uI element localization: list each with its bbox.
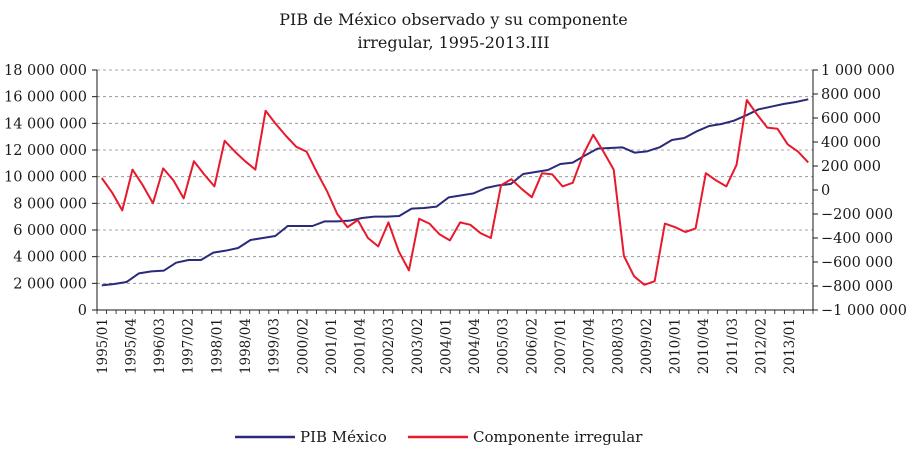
x-tick-label: 1997/02 [181, 318, 197, 374]
x-tick-label: 2007/01 [553, 318, 569, 374]
y-left-tick-label: 6 000 000 [13, 223, 87, 239]
y-left-tick-label: 12 000 000 [4, 143, 87, 159]
y-left-tick-label: 2 000 000 [13, 276, 87, 292]
x-tick-label: 2001/01 [324, 318, 340, 374]
y-right-tick-label: 400 000 [821, 135, 881, 151]
series-line-componente-irregular [100, 99, 809, 286]
x-tick-label: 1999/03 [267, 318, 283, 374]
x-tick-label: 2000/02 [295, 318, 311, 374]
y-right-tick-label: −1 000 000 [821, 303, 907, 319]
chart-title-line-2: irregular, 1995-2013.III [357, 33, 549, 52]
legend-label-irregular: Componente irregular [473, 428, 643, 446]
x-tick-label: 1998/04 [238, 318, 254, 374]
y-right-tick-label: −800 000 [821, 279, 893, 295]
series-layer [100, 98, 809, 287]
y-right-tick-label: 600 000 [821, 111, 881, 127]
x-tick-label: 1996/03 [152, 318, 168, 374]
y-left-tick-label: 8 000 000 [13, 196, 87, 212]
x-tick-label: 2010/04 [696, 318, 712, 374]
y-left-tick-label: 0 [78, 303, 87, 319]
y-left-tick-label: 10 000 000 [4, 170, 87, 186]
chart-title-line-1: PIB de México observado y su componente [279, 10, 627, 29]
x-tick-label: 2006/02 [524, 318, 540, 374]
x-tick-label: 2004/01 [438, 318, 454, 374]
axes [96, 70, 814, 311]
y-left-tick-label: 4 000 000 [13, 250, 87, 266]
y-right-tick-label: −200 000 [821, 207, 893, 223]
y-right-tick-label: −400 000 [821, 231, 893, 247]
x-tick-label: 1995/01 [95, 318, 111, 374]
y-right-tick-label: 200 000 [821, 159, 881, 175]
right-y-axis: 1 000 000 800 000 600 000 400 000 200 000 0 −2… [813, 63, 907, 319]
x-tick-label: 2010/01 [668, 318, 684, 374]
y-right-tick-label: −600 000 [821, 255, 893, 271]
x-tick-label: 2004/04 [467, 318, 483, 374]
x-tick-label: 2009/02 [639, 318, 655, 374]
x-tick-label: 1998/01 [209, 318, 225, 374]
x-tick-label: 2012/02 [753, 318, 769, 374]
x-tick-label: 2008/03 [610, 318, 626, 374]
y-right-tick-label: 1 000 000 [821, 63, 895, 79]
x-tick-label: 2002/03 [381, 318, 397, 374]
y-right-tick-label: 0 [821, 183, 830, 199]
x-tick-label: 2005/03 [496, 318, 512, 374]
x-tick-label: 2013/01 [782, 318, 798, 374]
x-tick-label: 1995/04 [123, 318, 139, 374]
y-left-tick-label: 18 000 000 [4, 63, 87, 79]
x-tick-label: 2003/02 [410, 318, 426, 374]
x-axis: 1995/01 1995/04 1996/03 1997/02 1998/01 1998/… [95, 310, 814, 374]
y-right-tick-label: 800 000 [821, 87, 881, 103]
x-tick-label: 2011/03 [725, 318, 741, 374]
left-y-axis: 0 2 000 000 4 000 000 6 000 000 8 000 000 10 … [4, 63, 97, 319]
x-tick-label: 2007/04 [582, 318, 598, 374]
legend: PIB México Componente irregular [235, 428, 643, 446]
series-line-pib-mexico [101, 98, 809, 287]
x-tick-label: 2001/04 [353, 318, 369, 374]
y-left-tick-label: 16 000 000 [4, 90, 87, 106]
legend-label-pib: PIB México [300, 428, 387, 446]
y-left-tick-label: 14 000 000 [4, 116, 87, 132]
